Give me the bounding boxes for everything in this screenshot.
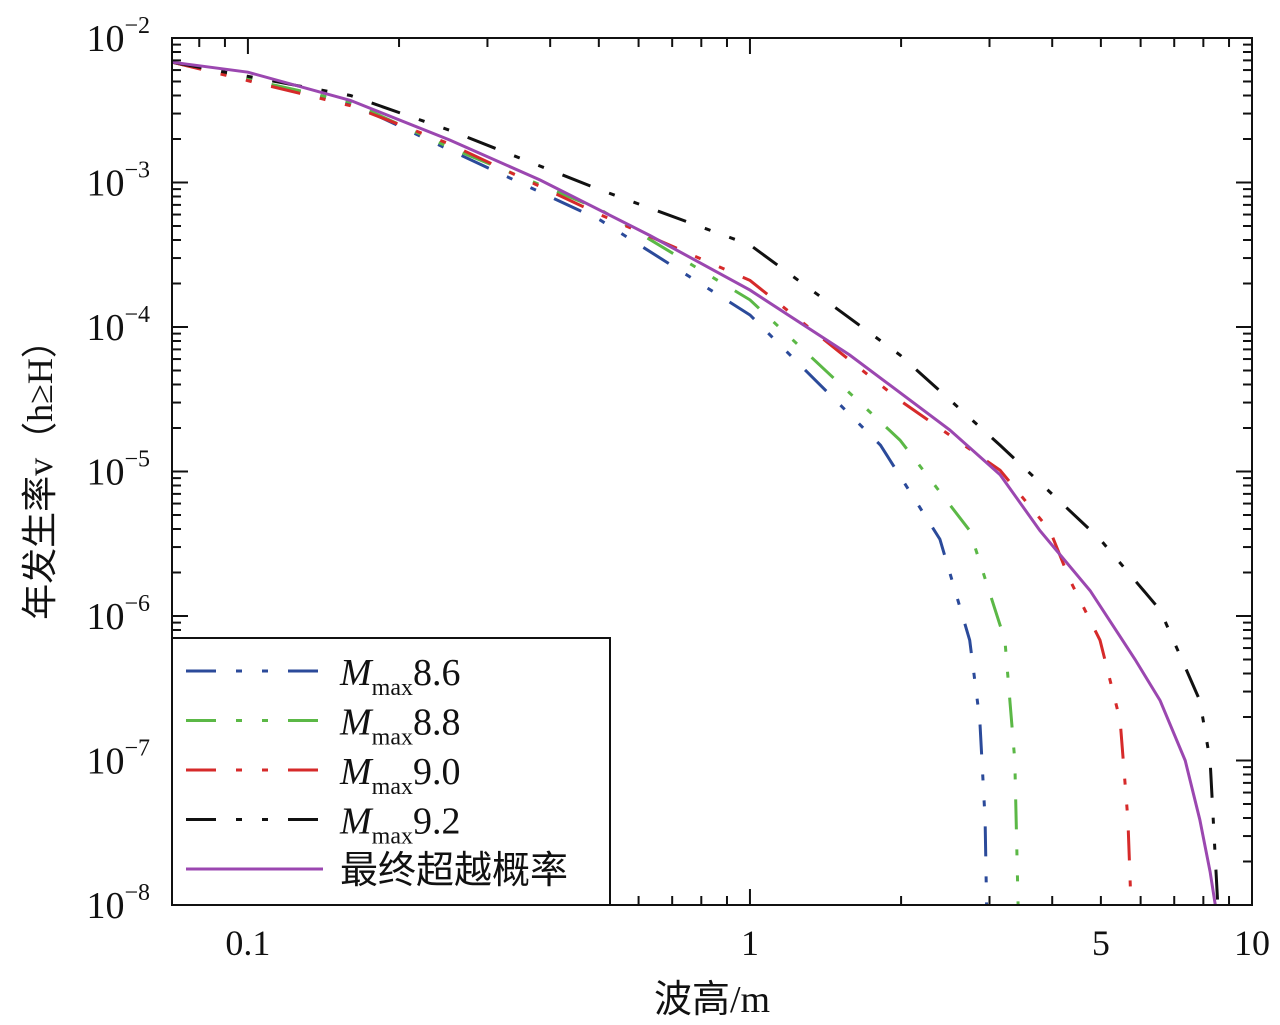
y-tick-exponent: −7 <box>124 736 150 762</box>
legend-box <box>171 637 611 906</box>
legend-item: Mmax9.0 <box>186 751 460 800</box>
x-tick-label: 10 <box>1234 923 1270 963</box>
series-line-0 <box>171 60 989 906</box>
legend-label: Mmax9.2 <box>339 801 460 850</box>
y-tick-exponent: −8 <box>124 880 150 906</box>
series-layer <box>171 60 1220 906</box>
series-line-4 <box>171 60 1217 906</box>
y-tick-label: 10−2 <box>86 13 150 60</box>
y-tick-exponent: −3 <box>124 158 150 184</box>
legend-item: Mmax9.2 <box>186 801 460 850</box>
legend-item: Mmax8.6 <box>186 652 460 701</box>
x-tick-label: 5 <box>1092 923 1110 963</box>
plot-frame <box>171 37 1253 906</box>
series-line-2 <box>171 60 1133 906</box>
y-tick-label: 10−8 <box>86 880 150 927</box>
y-tick-base: 10 <box>86 596 124 638</box>
y-tick-label: 10−6 <box>86 591 150 638</box>
x-tick-label: 1 <box>741 923 759 963</box>
y-tick-base: 10 <box>86 885 124 927</box>
x-axis-label: 波高/m <box>654 979 770 1021</box>
legend-label: Mmax8.6 <box>339 652 460 701</box>
y-tick-exponent: −5 <box>124 447 150 473</box>
y-tick-exponent: −2 <box>124 13 150 39</box>
legend-item: 最终超越概率 <box>186 850 568 892</box>
y-axis-label: 年发生率v（h≥H） <box>20 322 60 620</box>
y-tick-base: 10 <box>86 307 124 349</box>
legend-label: 最终超越概率 <box>340 850 568 892</box>
y-tick-label: 10−4 <box>86 302 150 349</box>
x-tick-label: 0.1 <box>225 923 270 963</box>
y-tick-base: 10 <box>86 18 124 60</box>
series-line-1 <box>171 60 1020 906</box>
y-tick-base: 10 <box>86 163 124 205</box>
y-tick-exponent: −6 <box>124 591 150 617</box>
y-tick-label: 10−5 <box>86 447 150 494</box>
y-tick-base: 10 <box>86 452 124 494</box>
y-tick-exponent: −4 <box>124 302 150 328</box>
legend-label: Mmax9.0 <box>339 751 460 800</box>
legend-label: Mmax8.8 <box>339 702 460 751</box>
y-tick-label: 10−7 <box>86 736 150 783</box>
y-tick-label: 10−3 <box>86 158 150 205</box>
y-tick-base: 10 <box>86 741 124 783</box>
legend-item: Mmax8.8 <box>186 702 460 751</box>
